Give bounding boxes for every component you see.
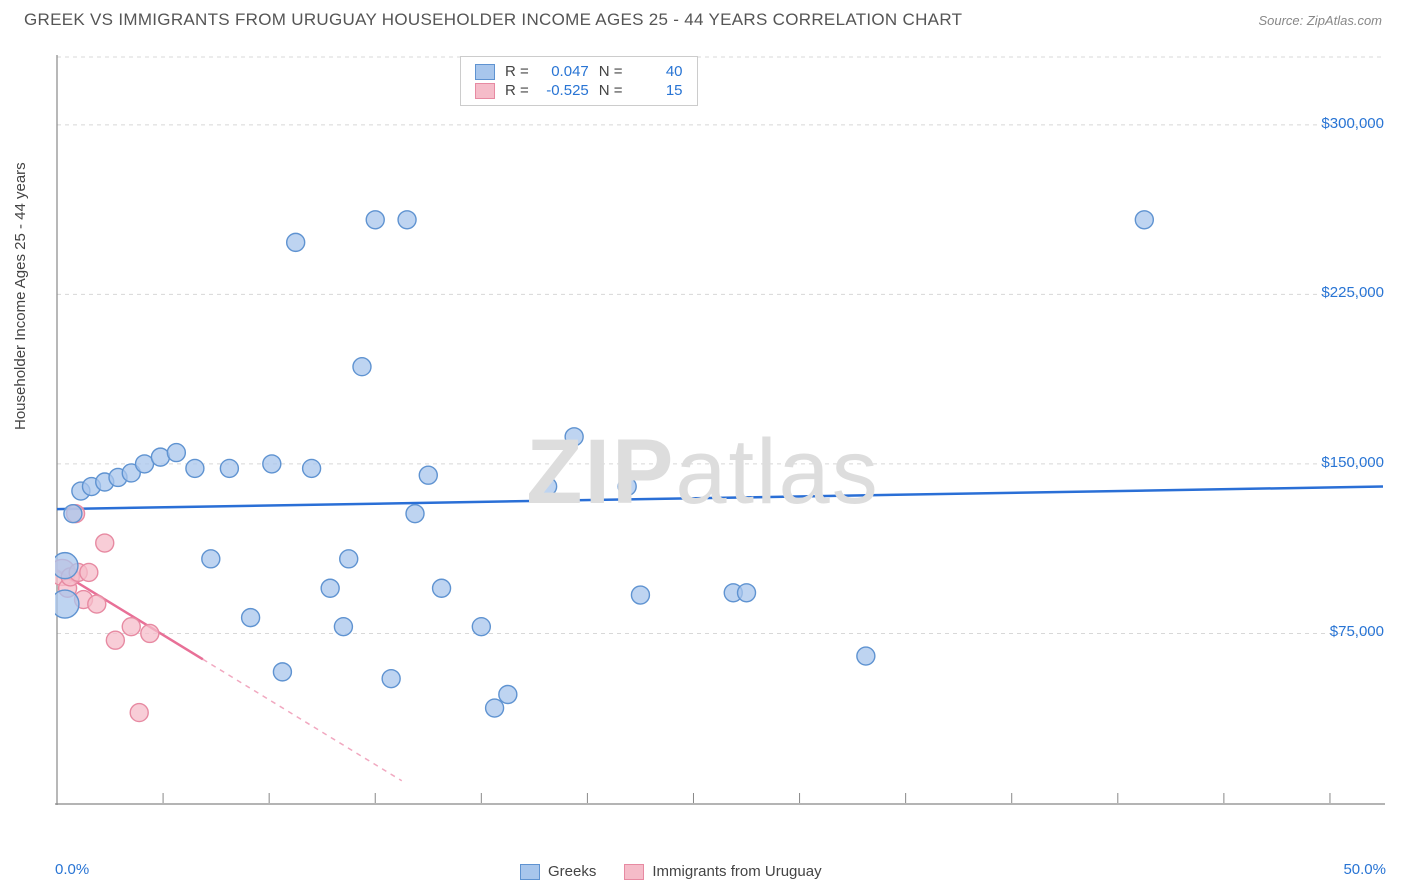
legend-swatch: [475, 83, 495, 99]
r-label: R =: [505, 82, 529, 99]
y-axis-label: Householder Income Ages 25 - 44 years: [12, 162, 29, 430]
chart-title: GREEK VS IMMIGRANTS FROM URUGUAY HOUSEHO…: [24, 10, 962, 30]
legend-item: Greeks: [520, 863, 596, 880]
legend-label: Immigrants from Uruguay: [652, 863, 821, 880]
r-label: R =: [505, 63, 529, 80]
series-legend: Greeks Immigrants from Uruguay: [520, 863, 822, 880]
correlation-legend: R = 0.047 N = 40 R = -0.525 N = 15: [460, 56, 698, 106]
chart-header: GREEK VS IMMIGRANTS FROM URUGUAY HOUSEHO…: [0, 0, 1406, 36]
legend-swatch: [624, 864, 644, 880]
r-value: -0.525: [539, 82, 589, 99]
legend-row: R = -0.525 N = 15: [475, 81, 683, 100]
n-label: N =: [599, 63, 623, 80]
legend-item: Immigrants from Uruguay: [624, 863, 821, 880]
x-axis-min-label: 0.0%: [55, 861, 89, 878]
y-tick-label: $300,000: [1321, 115, 1384, 132]
r-value: 0.047: [539, 63, 589, 80]
n-value: 15: [633, 82, 683, 99]
y-tick-label: $225,000: [1321, 284, 1384, 301]
y-tick-label: $75,000: [1330, 623, 1384, 640]
legend-label: Greeks: [548, 863, 596, 880]
x-axis-max-label: 50.0%: [1343, 861, 1386, 878]
legend-swatch: [475, 64, 495, 80]
scatter-plot: [55, 55, 1385, 805]
n-label: N =: [599, 82, 623, 99]
chart-area: [55, 55, 1385, 805]
chart-source: Source: ZipAtlas.com: [1258, 13, 1382, 28]
legend-row: R = 0.047 N = 40: [475, 62, 683, 81]
legend-swatch: [520, 864, 540, 880]
y-tick-label: $150,000: [1321, 454, 1384, 471]
n-value: 40: [633, 63, 683, 80]
